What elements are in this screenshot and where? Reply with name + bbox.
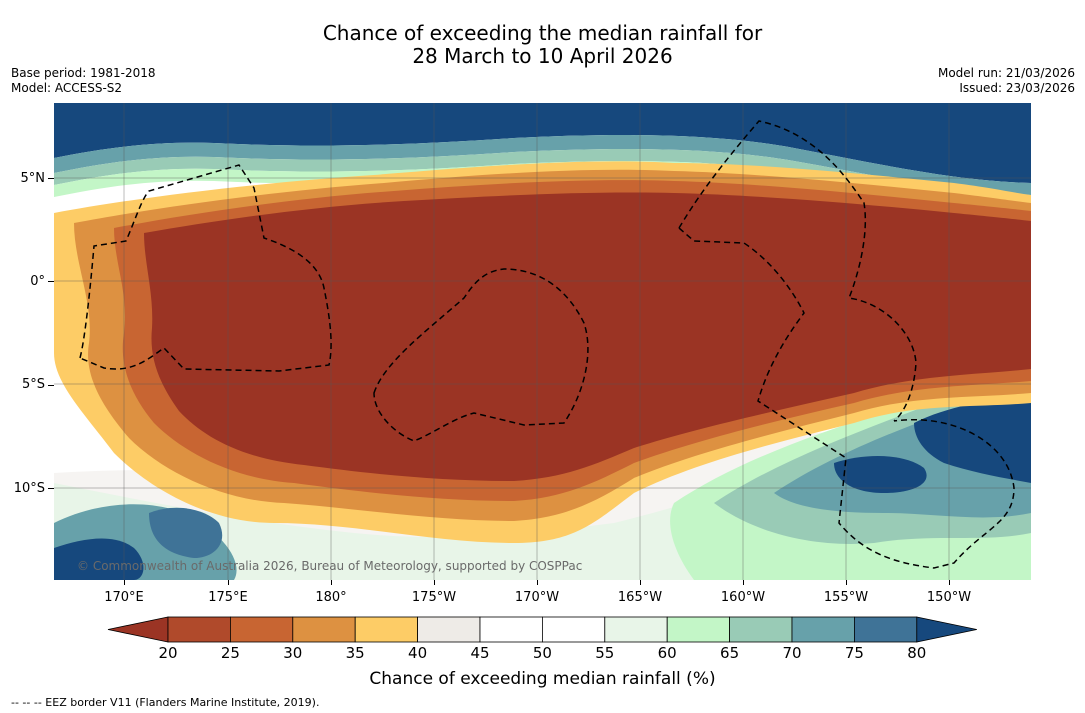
colorbar-segment (479, 616, 543, 643)
lon-label-160w: 160°W (720, 590, 766, 605)
colorbar-tick-label: 30 (283, 644, 303, 662)
colorbar-segment (604, 616, 668, 643)
zone-blue-north (54, 103, 1031, 183)
lon-tick (743, 580, 744, 585)
lon-tick (124, 580, 125, 585)
colorbar-segment (417, 616, 481, 643)
lon-tick (949, 580, 950, 585)
lat-label-10s: 10°S (13, 481, 45, 496)
colorbar-tick-label: 80 (907, 644, 927, 662)
colorbar-segment (167, 616, 231, 643)
model-name: Model: ACCESS-S2 (11, 81, 123, 95)
colorbar-tick-label: 70 (782, 644, 802, 662)
colorbar-segment (541, 616, 606, 643)
model-run: Model run: 21/03/2026 (937, 66, 1075, 80)
colorbar-tick-label: 45 (470, 644, 490, 662)
eez-borders (79, 120, 1015, 569)
lon-label-155w: 155°W (823, 590, 869, 605)
base-period: Base period: 1981-2018 (11, 66, 156, 80)
colorbar-tick-label: 25 (220, 644, 240, 662)
colorbar-segment (354, 616, 418, 643)
lat-label-5n: 5°N (20, 171, 46, 186)
lon-label-165w: 165°W (617, 590, 663, 605)
zone-below-25 (144, 192, 1031, 481)
colorbar-segment (229, 616, 294, 643)
lon-label-170e: 170°E (104, 590, 144, 605)
zone-blue-sw-2 (149, 507, 223, 558)
lat-tick (48, 385, 54, 386)
lat-tick (48, 281, 54, 282)
colorbar-tick-label: 65 (720, 644, 740, 662)
colorbar-tick-label: 35 (345, 644, 365, 662)
lon-tick (537, 580, 538, 585)
zone-teal-north (54, 135, 1031, 195)
copyright-note: © Commonwealth of Australia 2026, Bureau… (77, 559, 583, 573)
colorbar-segment (854, 616, 918, 643)
rainfall-map (54, 103, 1031, 580)
lon-tick (434, 580, 435, 585)
map-title: Chance of exceeding the median rainfall … (0, 22, 1085, 68)
title-line-2: 28 March to 10 April 2026 (412, 44, 673, 68)
colorbar-segment (666, 616, 731, 643)
colorbar-segment (292, 616, 356, 643)
lon-label-170w: 170°W (514, 590, 560, 605)
zone-green-north (54, 148, 1031, 205)
lon-label-150w: 150°W (926, 590, 972, 605)
meta-left: Base period: 1981-2018 Model: ACCESS-S2 (11, 66, 156, 96)
colorbar-tick-label: 75 (844, 644, 864, 662)
issued-date: Issued: 23/03/2026 (959, 81, 1075, 95)
lon-label-175e: 175°E (208, 590, 248, 605)
lon-tick (640, 580, 641, 585)
lon-label-175w: 175°W (411, 590, 457, 605)
lon-label-180: 180° (315, 590, 347, 605)
colorbar-extend-high (916, 616, 977, 643)
map-svg (54, 103, 1031, 580)
colorbar-title: Chance of exceeding median rainfall (%) (369, 669, 716, 689)
zone-blue-se-2 (834, 456, 927, 493)
zone-green-south (54, 463, 814, 580)
colorbar-segment (791, 616, 855, 643)
title-line-1: Chance of exceeding the median rainfall … (322, 21, 763, 45)
colorbar-segment (729, 616, 793, 643)
lat-tick (48, 178, 54, 179)
colorbar-tick-label: 40 (408, 644, 428, 662)
lat-label-0: 0° (30, 274, 45, 289)
grid-lines (54, 103, 1031, 580)
meta-right: Model run: 21/03/2026 Issued: 23/03/2026 (938, 66, 1075, 96)
lat-tick (48, 488, 54, 489)
colorbar-tick-label: 60 (657, 644, 677, 662)
colorbar-tick-label: 55 (595, 644, 615, 662)
colorbar-tick-label: 20 (158, 644, 178, 662)
lon-tick (228, 580, 229, 585)
lon-tick (846, 580, 847, 585)
lat-label-5s: 5°S (21, 377, 45, 392)
colorbar (107, 616, 977, 643)
zone-blue-sw (54, 538, 144, 580)
lon-tick (331, 580, 332, 585)
colorbar-extend-low (107, 616, 169, 643)
zone-blue-se (914, 398, 1031, 483)
colorbar-tick-label: 50 (532, 644, 552, 662)
eez-legend-note: -- -- -- EEZ border V11 (Flanders Marine… (11, 696, 320, 709)
